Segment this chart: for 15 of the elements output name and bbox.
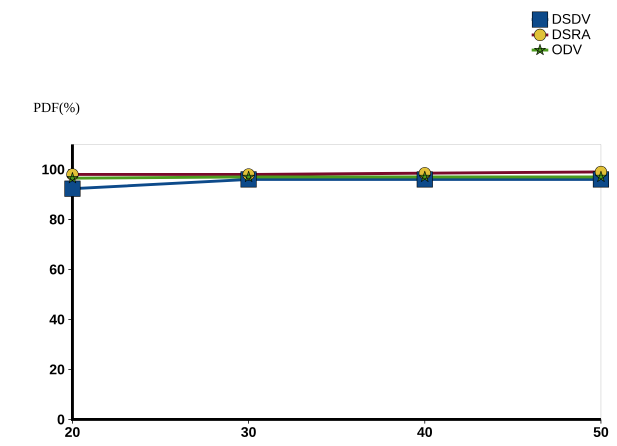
legend-label: DSDV (552, 14, 591, 24)
y-tick-label: 60 (50, 264, 64, 275)
y-tick-label: 20 (50, 364, 64, 375)
y-tick-label: 80 (50, 214, 64, 225)
x-tick-label: 20 (65, 427, 80, 438)
y-tick-label: 100 (42, 164, 64, 175)
legend-label: ODV (552, 44, 582, 54)
y-tick-label: 40 (49, 314, 64, 325)
x-tick-label: 40 (417, 427, 432, 438)
y-tick-label: 0 (58, 414, 64, 425)
point (64, 180, 81, 197)
x-tick-label: 50 (594, 427, 608, 438)
y-axis-title: PDF(%) (34, 102, 80, 116)
x-tick-label: 30 (241, 427, 256, 438)
legend-label: DSRA (552, 29, 591, 40)
